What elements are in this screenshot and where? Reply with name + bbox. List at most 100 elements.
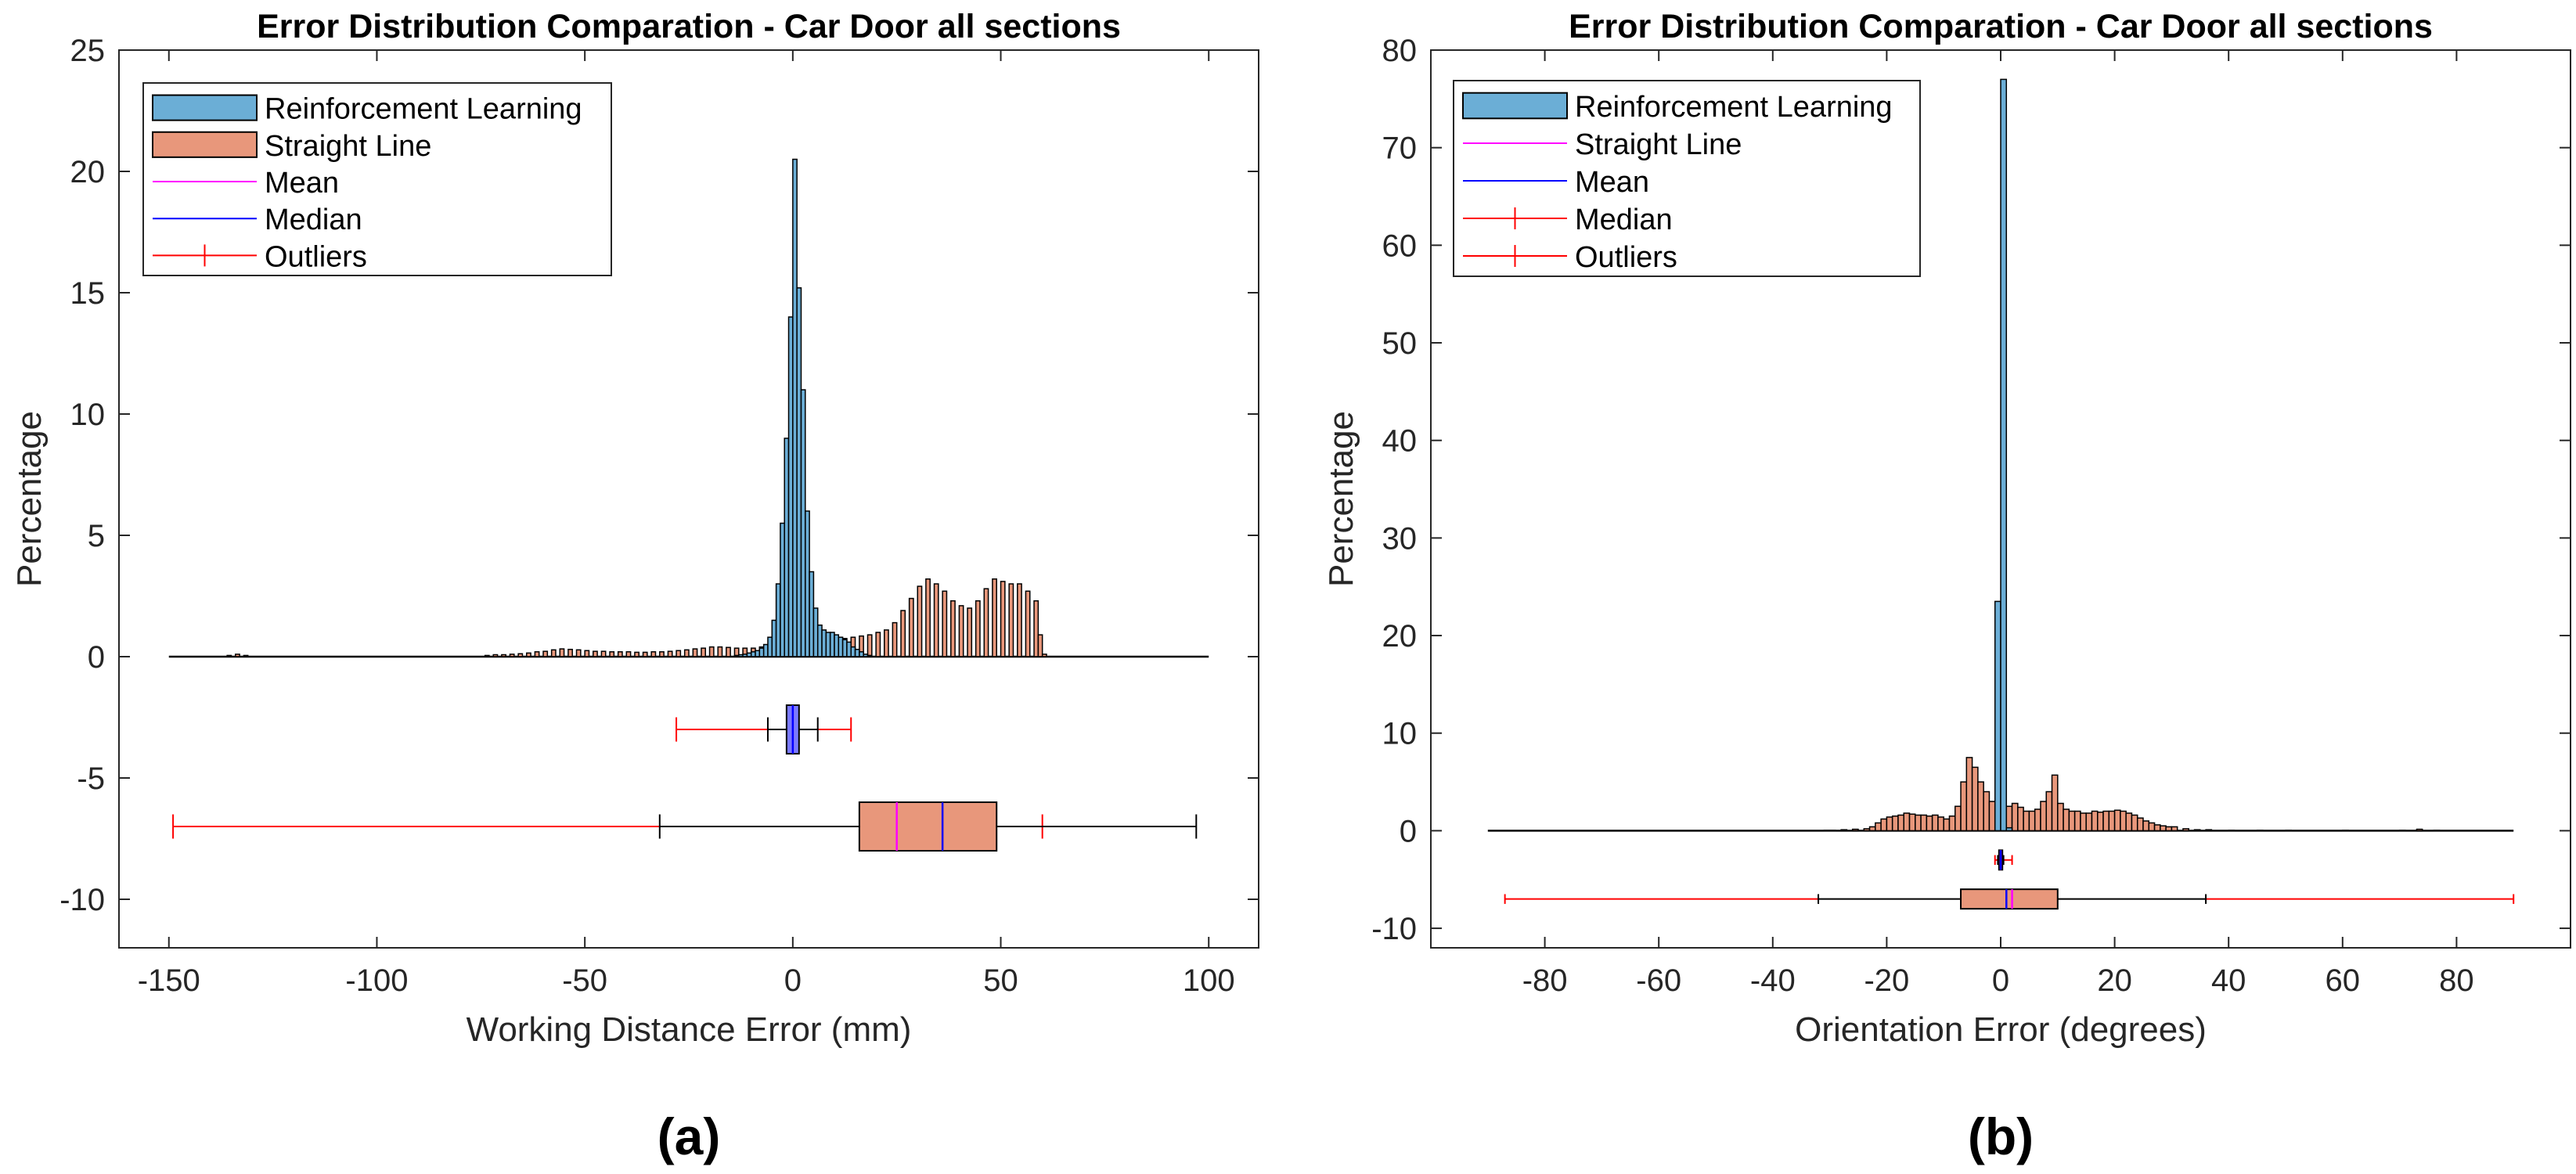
y-tick-label: 50 [1382,326,1418,361]
sl-histogram-bar [2080,812,2087,832]
rl-histogram-bar [750,651,756,657]
sl-histogram-bar [908,597,914,657]
sl-histogram-bar [2051,774,2059,832]
sl-histogram-bar [1955,805,1962,832]
sl-histogram-bar [2433,830,2441,832]
sl-histogram-bar [1937,816,1944,832]
rl-histogram-bar [762,643,769,657]
sl-histogram-bar [866,634,873,657]
y-tick-label: 0 [88,640,105,675]
x-tick-label: -50 [562,963,607,998]
sl-histogram-bar [2023,810,2030,832]
x-tick-label: 60 [2326,963,2361,998]
rl-histogram-bar [738,654,744,657]
rl-histogram-bar [863,654,869,657]
y-tick-label: 15 [70,276,106,311]
rl-histogram-bar [850,646,856,657]
sl-histogram-bar [1988,801,1996,832]
x-axis-label: Orientation Error (degrees) [1795,1010,2207,1049]
x-tick-label: -40 [1750,963,1796,998]
sl-boxplot-box [858,801,998,852]
x-axis-label: Working Distance Error (mm) [467,1010,912,1049]
sl-histogram-bar [1915,814,1922,832]
sl-histogram-bar [2028,810,2036,832]
sl-histogram-bar [958,605,964,657]
sl-histogram-bar [2091,810,2099,832]
rl-histogram-bar [780,522,785,657]
sl-histogram-bar [933,583,939,657]
legend-entry-label: Median [265,203,362,236]
sl-histogram-bar [1948,815,1956,832]
x-tick-label: -80 [1522,963,1568,998]
rl-histogram-bar [834,634,840,657]
sl-histogram-bar [625,651,632,657]
sl-histogram-bar [2113,809,2121,832]
sl-histogram-bar [2136,817,2144,832]
y-tick-label: 10 [70,398,106,432]
rl-histogram-bar [841,639,848,657]
rl-histogram-bar [2000,78,2008,832]
sl-histogram-bar [2040,801,2047,832]
y-tick-label: -10 [59,883,105,917]
y-tick-label: 5 [88,519,105,553]
rl-histogram-bar [787,316,794,657]
y-tick-label: 20 [70,155,106,189]
sl-histogram-bar [517,653,524,657]
legend-entry-label: Outliers [1575,241,1677,274]
rl-histogram-bar [742,654,748,657]
sl-histogram-bar [892,621,898,657]
rl-histogram-bar [767,636,773,657]
sl-histogram-bar [683,649,690,657]
y-axis-label: Percentage [10,411,49,587]
sl-histogram-bar [1908,813,1916,832]
sl-histogram-bar [2011,802,2019,832]
chart-title: Error Distribution Comparation - Car Doo… [1569,8,2433,45]
sl-histogram-bar [967,607,973,657]
sl-histogram-bar [2228,830,2236,832]
sl-histogram-bar [2285,830,2293,832]
sl-histogram-bar [2108,810,2116,832]
sl-histogram-bar [575,649,582,657]
sl-histogram-bar [1891,815,1899,832]
sl-histogram-bar [642,651,648,657]
sl-histogram-bar [726,646,731,657]
y-tick-label: -10 [1371,912,1417,946]
rl-histogram-bar [2005,826,2013,832]
sl-histogram-bar [2160,825,2167,832]
sl-histogram-bar [2068,810,2076,832]
rl-histogram-bar [812,607,819,657]
y-tick-label: 80 [1382,34,1418,68]
legend-entry-label: Outliers [265,240,367,273]
rl-histogram-bar [746,652,752,657]
x-tick-label: 80 [2439,963,2474,998]
rl-histogram-bar [771,619,777,657]
sl-histogram-bar [1897,814,1904,832]
sl-histogram-bar [2045,790,2053,832]
x-tick-label: -20 [1864,963,1909,998]
sl-histogram-bar [2125,812,2133,832]
sl-histogram-bar [2342,830,2349,832]
sl-histogram-bar [983,588,989,657]
panel-b: -80 -60 -40 -20 0 20 40 60 80 -10 0 10 20 30 40 50 60 70 8… [1322,8,2571,1165]
sl-histogram-bar [1931,814,1939,832]
sl-histogram-bar [900,610,906,657]
legend-entry-label: Median [1575,203,1673,236]
legend-entry-label: Mean [1575,166,1649,199]
sl-histogram-bar [975,600,981,657]
sl-histogram-bar [2073,810,2081,832]
sl-histogram-bar [659,651,665,657]
x-tick-label: -100 [345,963,408,998]
legend-entry-label: Reinforcement Learning [265,93,582,126]
sl-histogram-bar [2120,810,2127,832]
sl-histogram-bar [559,648,565,657]
rl-histogram-bar [733,654,740,657]
sl-histogram-bar [875,632,881,657]
sl-histogram-bar [1943,818,1951,832]
x-tick-label: 50 [983,963,1018,998]
sl-histogram-bar [550,649,557,657]
y-tick-label: 20 [1382,619,1418,654]
sl-histogram-bar [1926,815,1933,832]
sl-histogram-bar [992,578,997,657]
rl-histogram-bar [866,654,873,657]
